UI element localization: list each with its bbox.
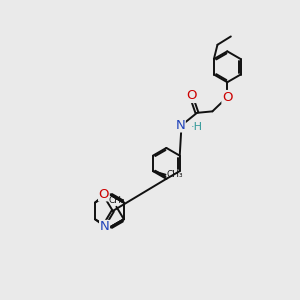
Text: O: O <box>99 188 109 201</box>
Text: CH₃: CH₃ <box>167 170 183 179</box>
Text: ·H: ·H <box>190 122 202 132</box>
Text: CH₃: CH₃ <box>108 196 125 205</box>
Text: N: N <box>100 220 110 233</box>
Text: O: O <box>222 91 232 103</box>
Text: O: O <box>186 89 197 102</box>
Text: N: N <box>176 119 185 132</box>
